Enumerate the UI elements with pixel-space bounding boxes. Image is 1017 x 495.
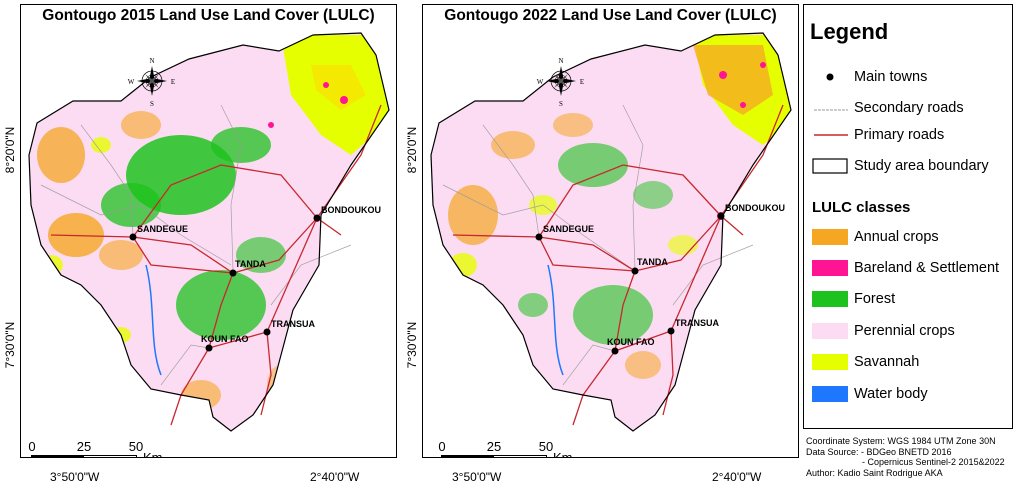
svg-text:TRANSUA: TRANSUA <box>675 318 719 328</box>
lat-label-2022-north: 8°20'0"N <box>405 126 419 174</box>
map-panel-2022: Gontougo 2022 Land Use Land Cover (LULC) <box>422 4 799 458</box>
legend-lulc-water: Water body <box>812 384 928 404</box>
lon-label-2015-west: 3°50'0"W <box>50 470 100 484</box>
legend-item-main-towns: Main towns <box>812 67 927 87</box>
town-tanda: TANDA <box>631 257 668 275</box>
map-canvas-2022: N S E W BONDOUKOU SANDEGUE TANDA TRANSUA… <box>430 32 792 432</box>
svg-text:TRANSUA: TRANSUA <box>271 319 315 329</box>
compass-e: E <box>580 78 584 86</box>
credit-data-source-2: - Copernicus Sentinel-2 2015&2022 <box>862 457 1005 468</box>
scale-tick-0: 0 <box>28 439 36 454</box>
legend-lulc-forest: Forest <box>812 289 895 309</box>
credit-coordinate-system: Coordinate System: WGS 1984 UTM Zone 30N <box>806 436 996 446</box>
primary-road-icon <box>812 127 848 143</box>
compass-n: N <box>558 57 563 65</box>
legend-item-study-area: Study area boundary <box>812 156 989 176</box>
compass-s: S <box>150 100 154 108</box>
compass-w: W <box>128 78 135 86</box>
credit-author: Author: Kadio Saint Rodrigue AKA <box>806 467 943 478</box>
svg-text:BONDOUKOU: BONDOUKOU <box>321 205 381 215</box>
town-transua: TRANSUA <box>263 319 315 336</box>
legend-lulc-title: LULC classes <box>812 199 911 216</box>
scale-tick-50: 50 <box>128 439 144 454</box>
legend-lulc-bareland: Bareland & Settlement <box>812 258 999 278</box>
scale-unit: Km <box>553 450 573 458</box>
compass-w: W <box>537 78 544 86</box>
compass-e: E <box>171 78 175 86</box>
scale-tick-25: 25 <box>76 439 92 454</box>
town-koun-fao: KOUN FAO <box>607 337 655 355</box>
map-panel-2015: Gontougo 2015 Land Use Land Cover (LULC) <box>20 4 397 458</box>
map-credits: Coordinate System: WGS 1984 UTM Zone 30N… <box>806 436 1005 478</box>
compass-rose-icon: N S E W <box>537 57 584 108</box>
svg-text:TANDA: TANDA <box>637 257 668 267</box>
lat-label-2015-south: 7°30'0"N <box>3 321 17 369</box>
legend-title: Legend <box>810 19 889 44</box>
compass-rose-icon: N S E W <box>128 57 175 108</box>
scale-tick-25: 25 <box>486 439 502 454</box>
lat-label-2022-south: 7°30'0"N <box>405 321 419 369</box>
compass-n: N <box>149 57 154 65</box>
town-tanda: TANDA <box>229 259 266 277</box>
credit-data-source: Data Source: - BDGeo BNETD 2016 <box>806 446 952 457</box>
legend-item-primary-roads: Primary roads <box>812 125 944 145</box>
scale-tick-0: 0 <box>438 439 446 454</box>
legend-item-secondary-roads: Secondary roads <box>812 98 964 118</box>
map-title-2015: Gontougo 2015 Land Use Land Cover (LULC) <box>42 7 375 24</box>
lat-label-2015-north: 8°20'0"N <box>3 126 17 174</box>
town-sandegue: SANDEGUE <box>535 224 594 241</box>
legend-lulc-savannah: Savannah <box>812 352 919 372</box>
map-title-2022: Gontougo 2022 Land Use Land Cover (LULC) <box>444 7 777 24</box>
svg-text:TANDA: TANDA <box>235 259 266 269</box>
map-legend: Legend Main towns Secondary roads Primar… <box>803 4 1013 429</box>
town-dot-icon <box>812 69 848 85</box>
scale-unit: Km <box>143 450 163 458</box>
boundary-icon <box>812 158 848 174</box>
lon-label-2022-east: 2°40'0"W <box>712 470 762 484</box>
secondary-road-icon <box>812 100 848 116</box>
town-sandegue: SANDEGUE <box>129 224 188 241</box>
town-bondoukou: BONDOUKOU <box>717 203 785 220</box>
map-canvas-2015: N S E W BONDOUKOU SANDEGUE TANDA TRANSUA… <box>28 32 390 432</box>
svg-text:BONDOUKOU: BONDOUKOU <box>725 203 785 213</box>
town-koun-fao: KOUN FAO <box>201 334 249 352</box>
scale-tick-50: 50 <box>538 439 554 454</box>
lon-label-2015-east: 2°40'0"W <box>310 470 360 484</box>
svg-text:SANDEGUE: SANDEGUE <box>543 224 594 234</box>
legend-lulc-annual-crops: Annual crops <box>812 227 939 247</box>
town-bondoukou: BONDOUKOU <box>313 205 381 222</box>
lon-label-2022-west: 3°50'0"W <box>452 470 502 484</box>
svg-text:KOUN FAO: KOUN FAO <box>607 337 655 347</box>
svg-text:KOUN FAO: KOUN FAO <box>201 334 249 344</box>
legend-lulc-perennial: Perennial crops <box>812 321 955 341</box>
compass-s: S <box>559 100 563 108</box>
town-transua: TRANSUA <box>667 318 719 335</box>
svg-text:SANDEGUE: SANDEGUE <box>137 224 188 234</box>
